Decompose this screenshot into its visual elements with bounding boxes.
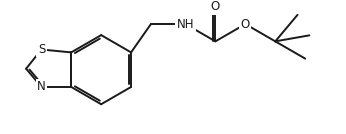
Text: S: S xyxy=(38,43,45,56)
Text: O: O xyxy=(241,18,250,31)
Text: NH: NH xyxy=(177,18,194,31)
Text: O: O xyxy=(211,0,220,13)
Text: N: N xyxy=(37,80,46,93)
